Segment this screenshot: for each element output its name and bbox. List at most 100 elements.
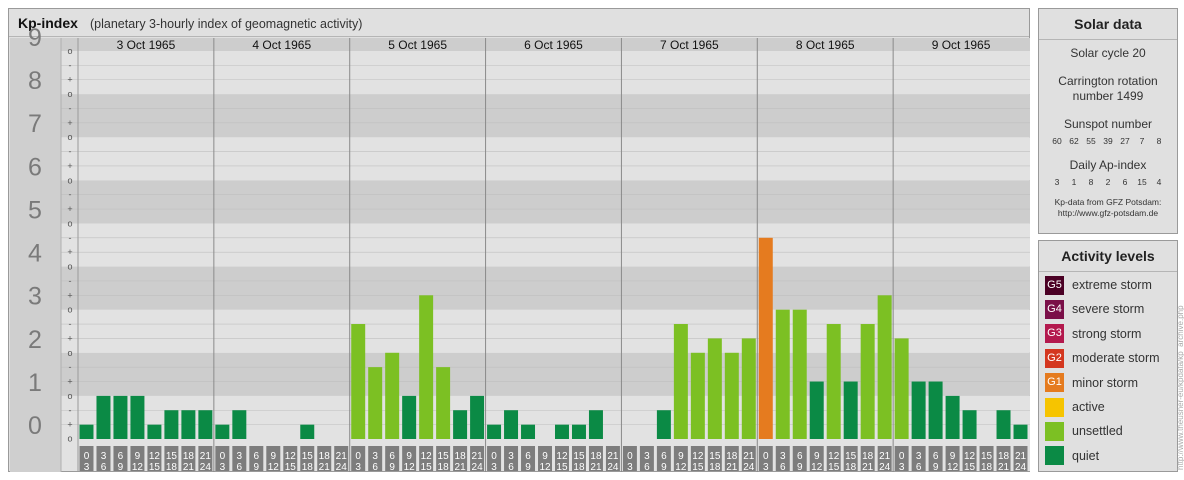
interval-end-label: 9 bbox=[661, 462, 667, 473]
interval-cell bbox=[775, 446, 790, 471]
y-tick-label: 6 bbox=[28, 153, 42, 181]
interval-start-label: 12 bbox=[692, 451, 704, 462]
activity-level-item: quiet bbox=[1045, 446, 1099, 466]
kp-bar bbox=[504, 410, 519, 439]
interval-end-label: 15 bbox=[692, 462, 704, 473]
interval-end-label: 6 bbox=[372, 462, 378, 473]
interval-start-label: 21 bbox=[879, 451, 891, 462]
interval-start-label: 15 bbox=[438, 451, 450, 462]
y-minor-label: + bbox=[67, 161, 72, 171]
y-minor-label: + bbox=[67, 377, 72, 387]
interval-end-label: 3 bbox=[84, 462, 90, 473]
kp-bar bbox=[928, 381, 943, 439]
interval-start-label: 18 bbox=[590, 451, 602, 462]
solar-cycle: Solar cycle 20 bbox=[1070, 46, 1146, 60]
interval-end-label: 24 bbox=[743, 462, 755, 473]
ap-value: 15 bbox=[1137, 177, 1147, 187]
interval-start-label: 0 bbox=[763, 451, 769, 462]
interval-end-label: 3 bbox=[627, 462, 633, 473]
kp-bar bbox=[487, 424, 502, 439]
kp-bar bbox=[826, 324, 841, 439]
y-tick-label: 8 bbox=[28, 67, 42, 95]
interval-cell bbox=[181, 446, 196, 471]
interval-end-label: 24 bbox=[200, 462, 212, 473]
kp-bar bbox=[571, 424, 586, 439]
interval-cell bbox=[741, 446, 756, 471]
kp-band bbox=[61, 223, 1030, 267]
interval-end-label: 18 bbox=[981, 462, 993, 473]
sunspot-value: 62 bbox=[1069, 136, 1079, 146]
interval-cell bbox=[113, 446, 128, 471]
interval-cell bbox=[724, 446, 739, 471]
activity-level-item: unsettled bbox=[1045, 421, 1123, 441]
day-label: 6 Oct 1965 bbox=[524, 38, 583, 52]
interval-start-label: 0 bbox=[84, 451, 90, 462]
interval-start-label: 18 bbox=[726, 451, 738, 462]
interval-end-label: 12 bbox=[268, 462, 280, 473]
sunspot-label: Sunspot number bbox=[1063, 117, 1153, 131]
kp-bar bbox=[232, 410, 247, 439]
y-minor-label: o bbox=[67, 46, 72, 56]
day-label: 7 Oct 1965 bbox=[660, 38, 719, 52]
ap-values: 3 1 8 2 6 15 4 bbox=[1039, 177, 1177, 187]
interval-start-label: 3 bbox=[644, 451, 650, 462]
interval-cell bbox=[690, 446, 705, 471]
activity-level-label: quiet bbox=[1072, 448, 1100, 463]
interval-end-label: 3 bbox=[491, 462, 497, 473]
kp-bar bbox=[707, 338, 722, 439]
y-minor-label: - bbox=[69, 60, 72, 70]
interval-start-label: 21 bbox=[1015, 451, 1027, 462]
interval-cell bbox=[334, 446, 349, 471]
source-link[interactable]: http://www.gfz-potsdam.de bbox=[1057, 208, 1159, 218]
interval-start-label: 12 bbox=[421, 451, 433, 462]
interval-cell bbox=[300, 446, 315, 471]
kp-bar bbox=[877, 295, 892, 439]
ap-label: Daily Ap-index bbox=[1069, 158, 1147, 172]
kp-bar bbox=[860, 324, 875, 439]
y-tick-label: 0 bbox=[28, 412, 42, 440]
sunspot-values: 60 62 55 39 27 7 8 bbox=[1039, 136, 1177, 146]
activity-level-item: G5 extreme storm bbox=[1045, 275, 1152, 295]
interval-cell bbox=[487, 446, 502, 471]
interval-cell bbox=[538, 446, 552, 471]
interval-end-label: 6 bbox=[101, 462, 107, 473]
kp-bar bbox=[147, 424, 162, 439]
kp-bar bbox=[588, 410, 603, 439]
interval-cell bbox=[639, 446, 654, 471]
interval-cell bbox=[249, 446, 264, 471]
y-minor-label: o bbox=[67, 348, 72, 358]
interval-end-label: 21 bbox=[183, 462, 195, 473]
kp-bar bbox=[79, 424, 94, 439]
interval-start-label: 3 bbox=[780, 451, 786, 462]
interval-cell bbox=[928, 446, 943, 471]
interval-end-label: 21 bbox=[455, 462, 467, 473]
interval-cell bbox=[707, 446, 722, 471]
kp-bar bbox=[945, 395, 960, 439]
interval-cell bbox=[1013, 446, 1028, 471]
activity-level-label: moderate storm bbox=[1072, 351, 1160, 366]
kp-bar bbox=[996, 410, 1011, 439]
interval-end-label: 24 bbox=[336, 462, 348, 473]
kp-bar bbox=[215, 424, 230, 439]
activity-level-label: strong storm bbox=[1072, 326, 1142, 341]
interval-start-label: 9 bbox=[814, 451, 820, 462]
y-minor-label: + bbox=[67, 290, 72, 300]
activity-level-swatch bbox=[1045, 397, 1064, 417]
interval-end-label: 9 bbox=[933, 462, 939, 473]
chart-subtitle: (planetary 3-hourly index of geomagnetic… bbox=[90, 17, 363, 31]
y-minor-label: + bbox=[67, 75, 72, 85]
day-label: 3 Oct 1965 bbox=[117, 38, 176, 52]
activity-level-label: minor storm bbox=[1072, 375, 1138, 390]
activity-level-item: active bbox=[1045, 397, 1105, 417]
sunspot-value: 39 bbox=[1103, 136, 1113, 146]
interval-end-label: 6 bbox=[780, 462, 786, 473]
interval-start-label: 0 bbox=[899, 451, 905, 462]
ap-value: 6 bbox=[1122, 177, 1128, 187]
interval-start-label: 9 bbox=[678, 451, 684, 462]
y-tick-label: 2 bbox=[28, 326, 42, 354]
activity-level-item: G4 severe storm bbox=[1045, 299, 1144, 319]
interval-start-label: 3 bbox=[237, 451, 243, 462]
kp-band bbox=[61, 38, 1030, 51]
interval-cell bbox=[385, 446, 400, 471]
